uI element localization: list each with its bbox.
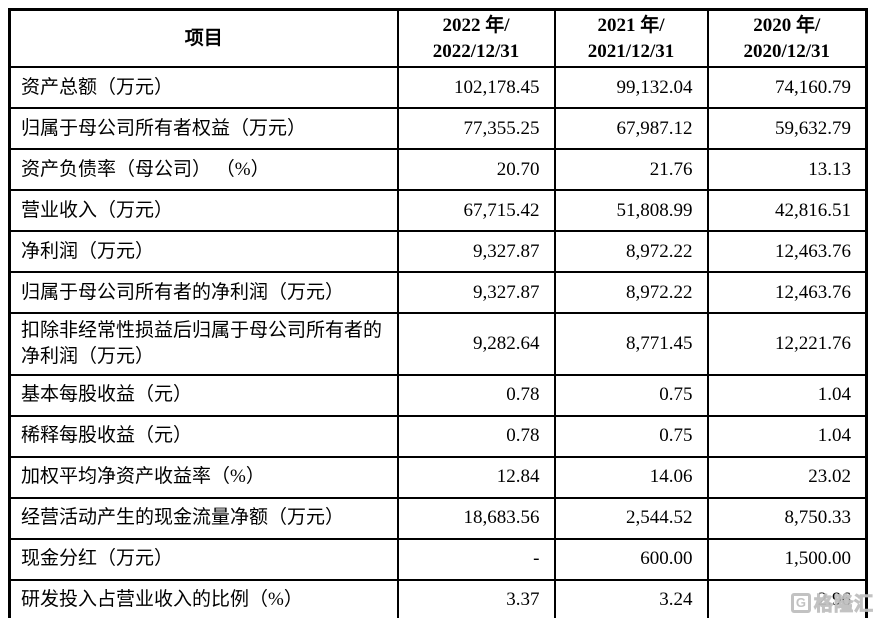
row-value: 67,987.12 <box>553 107 709 151</box>
row-value: 77,355.25 <box>396 107 556 151</box>
row-value: 0.78 <box>396 414 556 458</box>
row-value: 18,683.56 <box>396 496 556 540</box>
row-value: 1,500.00 <box>706 537 868 581</box>
row-label: 营业收入（万元） <box>8 189 399 233</box>
row-value: 12,221.76 <box>706 312 868 376</box>
table-row: 归属于母公司所有者的净利润（万元） 9,327.87 8,972.22 12,463.… <box>8 271 868 315</box>
row-value: 9,327.87 <box>396 271 556 315</box>
row-value: 102,178.45 <box>396 66 556 110</box>
row-value: - <box>396 537 556 581</box>
row-value: 51,808.99 <box>553 189 709 233</box>
financial-summary-table: 项目 2022 年/ 2022/12/31 2021 年/ 2021/12/31… <box>8 8 868 618</box>
row-value: 8,972.22 <box>553 271 709 315</box>
row-value: 0.75 <box>553 373 709 417</box>
table-row: 净利润（万元） 9,327.87 8,972.22 12,463.76 <box>8 230 868 274</box>
row-label: 加权平均净资产收益率（%） <box>8 455 399 499</box>
row-label: 资产负债率（母公司） （%） <box>8 148 399 192</box>
row-value: 12.84 <box>396 455 556 499</box>
table-row: 研发投入占营业收入的比例（%） 3.37 3.24 2.96 <box>8 578 868 618</box>
row-label: 现金分红（万元） <box>8 537 399 581</box>
table-row: 稀释每股收益（元） 0.78 0.75 1.04 <box>8 414 868 458</box>
row-value: 2.96 <box>706 578 868 618</box>
row-value: 600.00 <box>553 537 709 581</box>
row-value: 12,463.76 <box>706 271 868 315</box>
row-value: 0.78 <box>396 373 556 417</box>
table-row: 加权平均净资产收益率（%） 12.84 14.06 23.02 <box>8 455 868 499</box>
table-row: 扣除非经常性损益后归属于母公司所有者的净利润（万元） 9,282.64 8,771.… <box>8 312 868 376</box>
row-value: 42,816.51 <box>706 189 868 233</box>
row-value: 3.24 <box>553 578 709 618</box>
row-value: 2,544.52 <box>553 496 709 540</box>
row-label: 基本每股收益（元） <box>8 373 399 417</box>
row-label: 研发投入占营业收入的比例（%） <box>8 578 399 618</box>
row-value: 1.04 <box>706 373 868 417</box>
row-value: 8,750.33 <box>706 496 868 540</box>
row-value: 9,282.64 <box>396 312 556 376</box>
row-label: 净利润（万元） <box>8 230 399 274</box>
row-label: 经营活动产生的现金流量净额（万元） <box>8 496 399 540</box>
row-value: 14.06 <box>553 455 709 499</box>
column-header-2020: 2020 年/ 2020/12/31 <box>706 8 868 69</box>
row-value: 8,771.45 <box>553 312 709 376</box>
row-value: 21.76 <box>553 148 709 192</box>
row-value: 0.75 <box>553 414 709 458</box>
row-value: 99,132.04 <box>553 66 709 110</box>
table-row: 营业收入（万元） 67,715.42 51,808.99 42,816.51 <box>8 189 868 233</box>
row-value: 23.02 <box>706 455 868 499</box>
table-body: 资产总额（万元） 102,178.45 99,132.04 74,160.79 归属于母… <box>8 66 868 618</box>
row-label: 归属于母公司所有者的净利润（万元） <box>8 271 399 315</box>
row-value: 67,715.42 <box>396 189 556 233</box>
row-value: 12,463.76 <box>706 230 868 274</box>
row-value: 20.70 <box>396 148 556 192</box>
table-row: 归属于母公司所有者权益（万元） 77,355.25 67,987.12 59,632.… <box>8 107 868 151</box>
column-header-2021: 2021 年/ 2021/12/31 <box>553 8 709 69</box>
row-value: 13.13 <box>706 148 868 192</box>
column-header-item: 项目 <box>8 8 399 69</box>
row-label: 归属于母公司所有者权益（万元） <box>8 107 399 151</box>
row-label: 稀释每股收益（元） <box>8 414 399 458</box>
row-value: 3.37 <box>396 578 556 618</box>
table-header-row: 项目 2022 年/ 2022/12/31 2021 年/ 2021/12/31… <box>8 8 868 69</box>
table-row: 资产负债率（母公司） （%） 20.70 21.76 13.13 <box>8 148 868 192</box>
row-value: 8,972.22 <box>553 230 709 274</box>
row-value: 9,327.87 <box>396 230 556 274</box>
row-value: 59,632.79 <box>706 107 868 151</box>
table-row: 现金分红（万元） -600.00 1,500.00 <box>8 537 868 581</box>
row-value: 1.04 <box>706 414 868 458</box>
table-row: 经营活动产生的现金流量净额（万元） 18,683.56 2,544.52 8,750.… <box>8 496 868 540</box>
table-row: 基本每股收益（元） 0.78 0.75 1.04 <box>8 373 868 417</box>
row-label: 资产总额（万元） <box>8 66 399 110</box>
column-header-2022: 2022 年/ 2022/12/31 <box>396 8 556 69</box>
row-value: 74,160.79 <box>706 66 868 110</box>
row-label: 扣除非经常性损益后归属于母公司所有者的净利润（万元） <box>8 312 399 376</box>
table-row: 资产总额（万元） 102,178.45 99,132.04 74,160.79 <box>8 66 868 110</box>
